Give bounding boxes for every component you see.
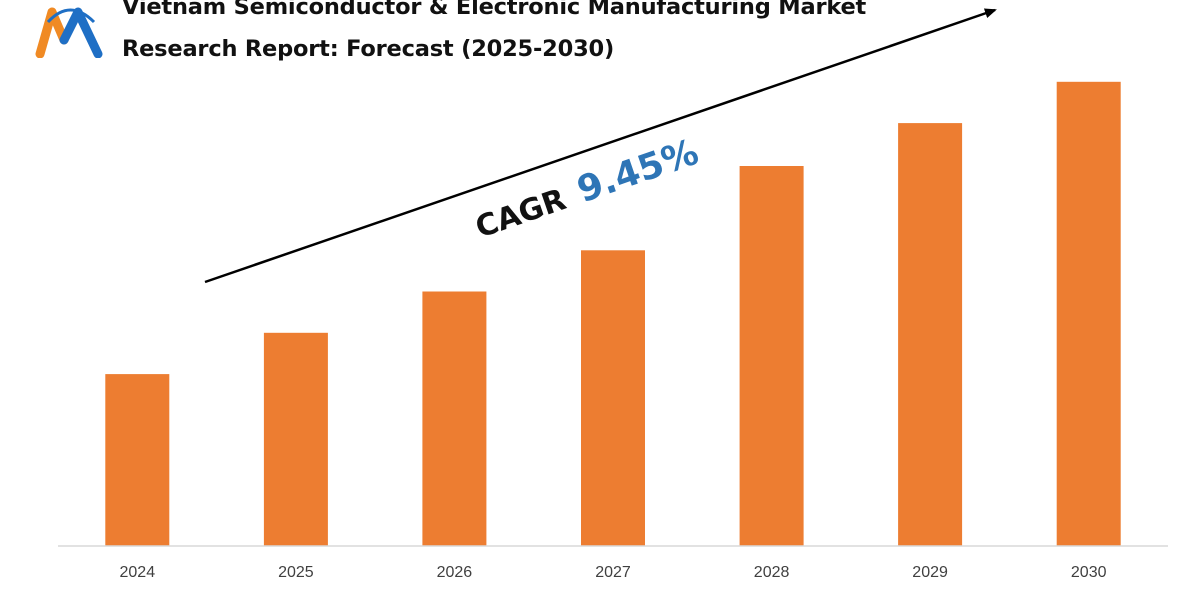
x-tick-label-2029: 2029 bbox=[912, 564, 948, 581]
bar-2028 bbox=[739, 166, 804, 546]
x-tick-label-2028: 2028 bbox=[754, 564, 790, 581]
x-tick-label-2027: 2027 bbox=[595, 564, 631, 581]
x-tick-label-2024: 2024 bbox=[120, 564, 156, 581]
bar-2029 bbox=[898, 123, 963, 546]
x-axis-tick-labels: 2024 2025 2026 2027 2028 2029 2030 bbox=[120, 564, 1107, 581]
x-tick-label-2025: 2025 bbox=[278, 564, 314, 581]
bar-2027 bbox=[581, 250, 645, 547]
x-tick-label-2030: 2030 bbox=[1071, 564, 1107, 581]
bar-2030 bbox=[1056, 81, 1121, 547]
bar-2026 bbox=[422, 291, 487, 546]
x-tick-label-2026: 2026 bbox=[437, 564, 473, 581]
bars bbox=[105, 81, 1121, 547]
cagr-label: CAGR bbox=[471, 182, 570, 245]
bar-2025 bbox=[263, 332, 328, 546]
bar-2024 bbox=[105, 374, 170, 546]
chart-title-line-1: Vietnam Semiconductor & Electronic Manuf… bbox=[122, 0, 867, 20]
m-logo-icon bbox=[35, 7, 103, 58]
cagr-annotation: CAGR 9.45% bbox=[470, 132, 704, 247]
cagr-value: 9.45% bbox=[572, 132, 703, 211]
chart-title-line-2: Research Report: Forecast (2025-2030) bbox=[122, 36, 615, 62]
growth-trend-arrow bbox=[204, 8, 997, 284]
